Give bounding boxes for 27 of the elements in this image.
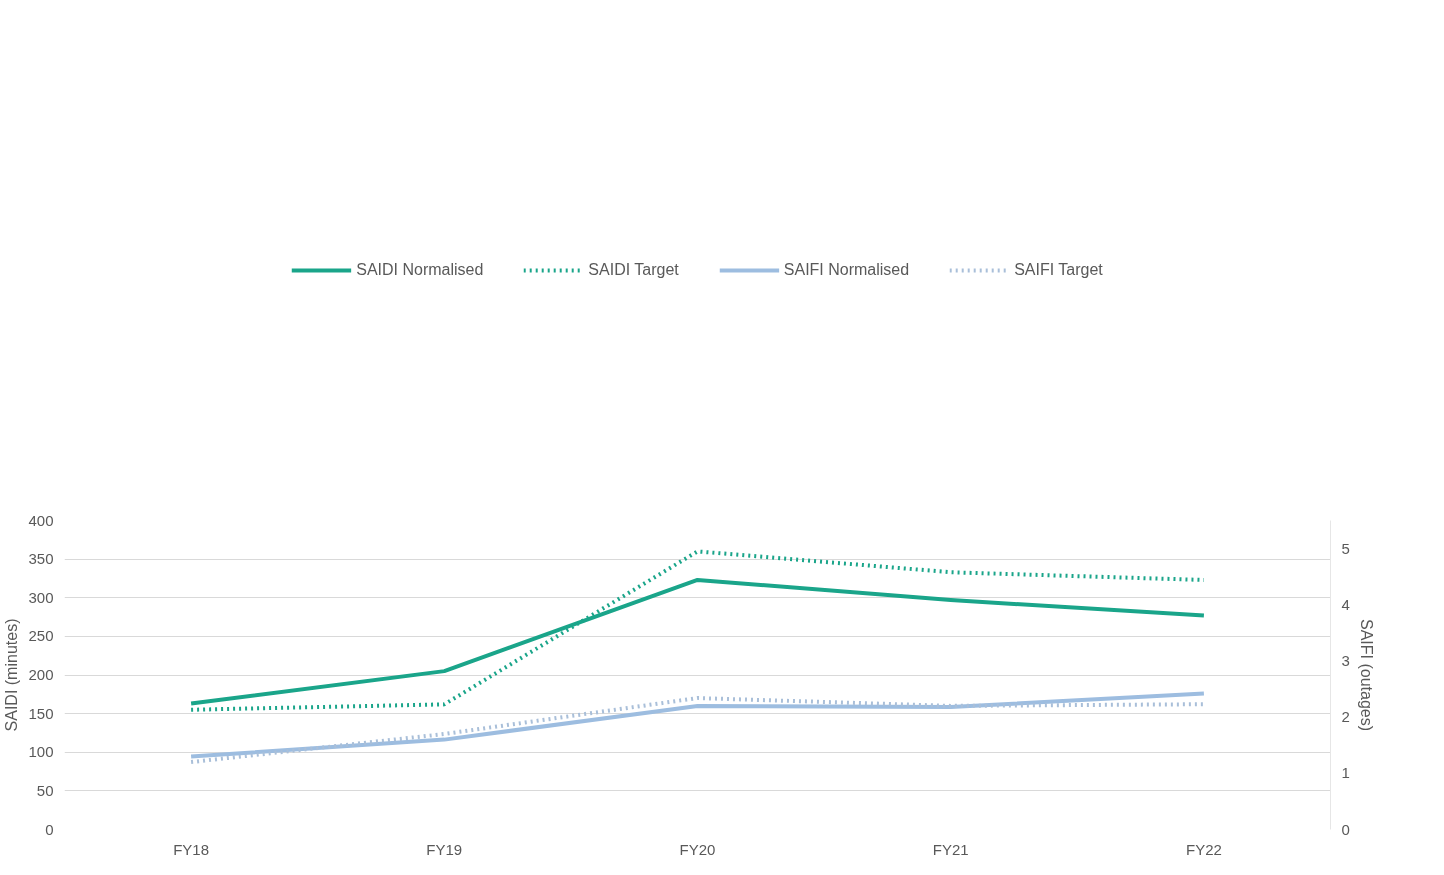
x-tick-label: FY19 <box>426 840 463 858</box>
legend-label: SAIDI Target <box>588 261 679 279</box>
x-tick-label: FY22 <box>1185 840 1222 858</box>
y-tick-label: 0 <box>45 820 54 838</box>
y-tick-label: 350 <box>28 550 54 568</box>
y-axis-title: SAIDI (minutes) <box>3 618 21 732</box>
legend-label: SAIDI Normalised <box>356 261 484 279</box>
x-tick-label: FY18 <box>173 840 210 858</box>
x-tick-label: FY21 <box>932 840 969 858</box>
line-series <box>189 549 1206 712</box>
y-tick-label: 300 <box>28 588 54 606</box>
y-tick-label: 250 <box>28 627 54 645</box>
y-tick-label: 100 <box>28 743 54 761</box>
y2-axis-title: SAIFI (outages) <box>1357 618 1375 732</box>
y2-tick-label: 0 <box>1341 820 1350 838</box>
y-tick-label: 50 <box>36 781 54 799</box>
x-tick-label: FY20 <box>679 840 716 858</box>
y2-tick-label: 2 <box>1341 708 1350 726</box>
y2-tick-label: 1 <box>1341 764 1350 782</box>
y-tick-label: 400 <box>28 511 54 529</box>
y-tick-label: 150 <box>28 704 54 722</box>
y-tick-label: 200 <box>28 666 54 683</box>
y2-tick-label: 4 <box>1341 595 1350 613</box>
legend-label: SAIFI Target <box>1014 261 1103 279</box>
y2-tick-label: 5 <box>1341 539 1350 557</box>
y2-tick-label: 3 <box>1341 651 1350 669</box>
legend-label: SAIFI Normalised <box>783 261 910 279</box>
